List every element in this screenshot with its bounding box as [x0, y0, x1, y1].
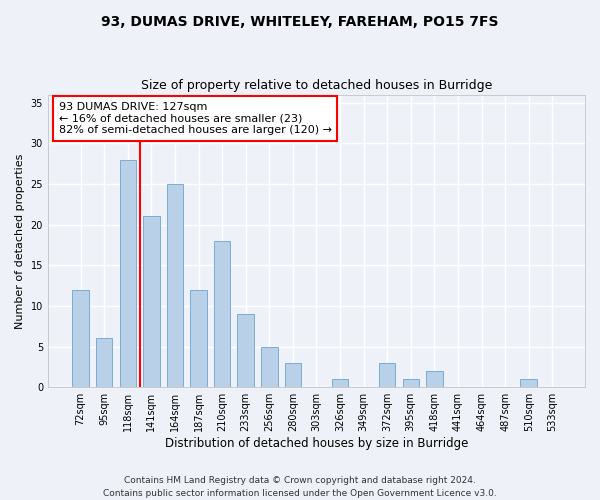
Bar: [119, 160, 136, 387]
Bar: [190, 290, 207, 387]
Text: 93 DUMAS DRIVE: 127sqm
← 16% of detached houses are smaller (23)
82% of semi-det: 93 DUMAS DRIVE: 127sqm ← 16% of detached…: [59, 102, 332, 135]
Bar: [520, 379, 537, 387]
Bar: [261, 346, 278, 387]
Bar: [73, 290, 89, 387]
Bar: [379, 363, 395, 387]
Bar: [96, 338, 112, 387]
X-axis label: Distribution of detached houses by size in Burridge: Distribution of detached houses by size …: [165, 437, 468, 450]
Bar: [214, 241, 230, 387]
Text: Contains HM Land Registry data © Crown copyright and database right 2024.
Contai: Contains HM Land Registry data © Crown c…: [103, 476, 497, 498]
Bar: [143, 216, 160, 387]
Bar: [238, 314, 254, 387]
Title: Size of property relative to detached houses in Burridge: Size of property relative to detached ho…: [141, 79, 492, 92]
Bar: [332, 379, 349, 387]
Text: 93, DUMAS DRIVE, WHITELEY, FAREHAM, PO15 7FS: 93, DUMAS DRIVE, WHITELEY, FAREHAM, PO15…: [101, 15, 499, 29]
Bar: [284, 363, 301, 387]
Bar: [403, 379, 419, 387]
Y-axis label: Number of detached properties: Number of detached properties: [15, 153, 25, 328]
Bar: [167, 184, 183, 387]
Bar: [426, 371, 443, 387]
